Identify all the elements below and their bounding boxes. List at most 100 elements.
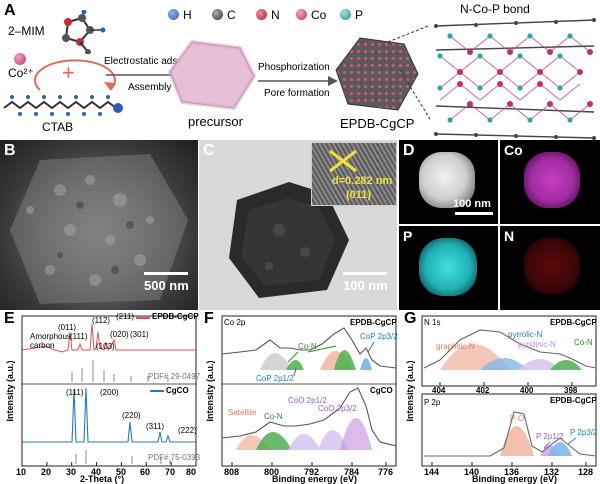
panel-c-tem-image: d=0.282 nm (011) C 100 nm (199, 140, 397, 310)
tem-particle (229, 182, 349, 298)
atom-legend: H C N Co P (168, 6, 398, 24)
xrd-pdf-bottom: PDF# 75-0393 (148, 453, 201, 462)
haadf-image: D 100 nm (399, 140, 498, 224)
g-ylabel: Intensity (a.u.) (405, 360, 415, 422)
xrd-top-peak-112: (112) (92, 316, 111, 325)
legend-h-dot (168, 9, 179, 20)
n1s-corner-label: N 1s (424, 318, 441, 327)
legend-h-label: H (183, 8, 192, 22)
panel-a: A H C N Co P 2–MIM Co²⁺ + (0, 0, 600, 140)
product-hexagon (335, 37, 419, 111)
n1s-xtick-400: 400 (520, 386, 534, 395)
panel-f-letter: F (204, 310, 214, 327)
co-map-label: Co (504, 142, 523, 158)
xrd-top-peak-020: (020) (110, 330, 129, 339)
n1s-con: Co-N (574, 338, 593, 347)
p-map-label: P (403, 228, 413, 244)
xrd-bottom-legend: CgCO (166, 386, 189, 395)
xrd-bottom-peak-220: (220) (122, 411, 141, 420)
p2p-legend: EPDB-CgCP (550, 396, 597, 405)
panel-c-scale-label: 100 nm (343, 278, 388, 293)
p2p-xtick-136: 136 (504, 467, 520, 477)
g-xlabel: Binding energy (eV) (472, 474, 558, 484)
hrtem-inset: d=0.282 nm (011) (311, 142, 397, 206)
panel-g-letter: G (404, 310, 417, 327)
co2p-top-legend: EPDB-CgCP (350, 318, 397, 327)
xrd-xtick-50: 50 (116, 467, 127, 477)
zoom-lines (387, 21, 439, 133)
co2p-bottom-con: Co-N (264, 412, 283, 421)
step2-top-label: Phosphorization (258, 62, 330, 73)
panel-d-scale-label: 100 nm (453, 198, 491, 210)
co-map-image: Co (500, 140, 600, 224)
co2p-bottom-coo-12: CoO 2p1/2 (288, 396, 327, 405)
sem-texture (10, 154, 188, 304)
co2p-xtick-792: 792 (304, 467, 320, 477)
xrd-top-peak-111: (111) (70, 332, 88, 341)
p2p-po: P-O (510, 414, 525, 423)
p2p-32: P 2p3/2 (570, 428, 598, 437)
co2p-xtick-784: 784 (344, 467, 360, 477)
n1s-legend: EPDB-CgCP (550, 318, 597, 327)
step1-bottom-label: Assembly (128, 82, 172, 93)
p-map-image: P (399, 226, 498, 310)
n1s-graphitic: graphitic-N (436, 342, 475, 351)
amorphous-label: Amorphous carbon (30, 332, 71, 350)
p2p-xtick-128: 128 (578, 467, 594, 477)
xrd-xtick-40: 40 (91, 467, 102, 477)
lattice-marker-icon (329, 149, 357, 173)
panel-g: G N 1s EPDB-CgCP graphitic-N pyrrolic-N … (400, 310, 600, 484)
xrd-bottom-peak-222: (222) (178, 426, 197, 435)
legend-co-label: Co (311, 8, 327, 22)
n1s-xtick-402: 402 (476, 386, 490, 395)
xrd-top-peak-011: (011) (58, 323, 77, 332)
panel-b-letter: B (4, 142, 16, 159)
xrd-xtick-20: 20 (41, 467, 52, 477)
lattice-plane-label: (011) (346, 189, 372, 201)
mim-molecule-icon (62, 10, 106, 54)
co2p-xtick-800: 800 (264, 467, 280, 477)
co2p-ylabel: Intensity (a.u.) (205, 360, 215, 422)
panel-c-letter: C (203, 142, 215, 159)
co2p-top-cop-12: CoP 2p1/2 (256, 374, 294, 383)
panel-a-letter: A (4, 2, 16, 19)
n1s-xtick-398: 398 (564, 386, 578, 395)
product-label: EPDB-CgCP (340, 116, 415, 131)
cycle-arrow-icon (34, 59, 116, 91)
co2p-plot (221, 315, 397, 467)
panel-f: F Co 2p EPDB-CgCP Co-N CoP 2p3/2 CoP 2p1… (200, 310, 400, 484)
xrd-xtick-80: 80 (186, 467, 197, 477)
crystal-lattice-image (430, 16, 600, 140)
xrd-bottom-peak-111: (111) (66, 388, 84, 397)
mim-label: 2–MIM (8, 24, 45, 38)
panel-d-letter: D (403, 142, 415, 159)
p2p-xtick-144: 144 (424, 467, 440, 477)
step2-bottom-label: Pore formation (264, 88, 330, 99)
xrd-bottom-legend-line (150, 390, 164, 392)
n-map-image: N (500, 226, 600, 310)
xrd-bottom-peak-311: (311) (146, 422, 165, 431)
xrd-top-peak-211: (211) (116, 312, 135, 321)
panel-b-sem-image: B 500 nm (0, 140, 198, 310)
xrd-xtick-10: 10 (16, 467, 27, 477)
precursor-hexagon (168, 39, 257, 111)
d-spacing-label: d=0.282 nm (332, 175, 393, 187)
legend-n-dot (256, 9, 267, 20)
xrd-top-peak-301: (301) (130, 330, 149, 339)
co2p-xtick-808: 808 (224, 467, 240, 477)
panel-d-scale-bar (455, 212, 493, 215)
xrd-top-legend: EPDB-CgCP (152, 312, 199, 321)
panel-e: E EPDB-CgCP Amorphous carbon (011) (111)… (0, 310, 200, 484)
co2p-bottom-satellite: Satellite (228, 408, 257, 417)
legend-p-label: P (355, 8, 364, 22)
p2p-corner-label: P 2p (424, 398, 441, 407)
p2p-xtick-140: 140 (464, 467, 480, 477)
step1-top-label: Electrostatic adsorption (104, 56, 208, 67)
precursor-label: precursor (188, 114, 243, 129)
p2p-xtick-132: 132 (544, 467, 560, 477)
xrd-xtick-70: 70 (165, 467, 176, 477)
co2p-xlabel: Binding energy (eV) (272, 474, 358, 484)
n-map-label: N (504, 228, 515, 244)
step2-arrow-icon (258, 76, 338, 86)
plus-sign: + (62, 60, 75, 85)
